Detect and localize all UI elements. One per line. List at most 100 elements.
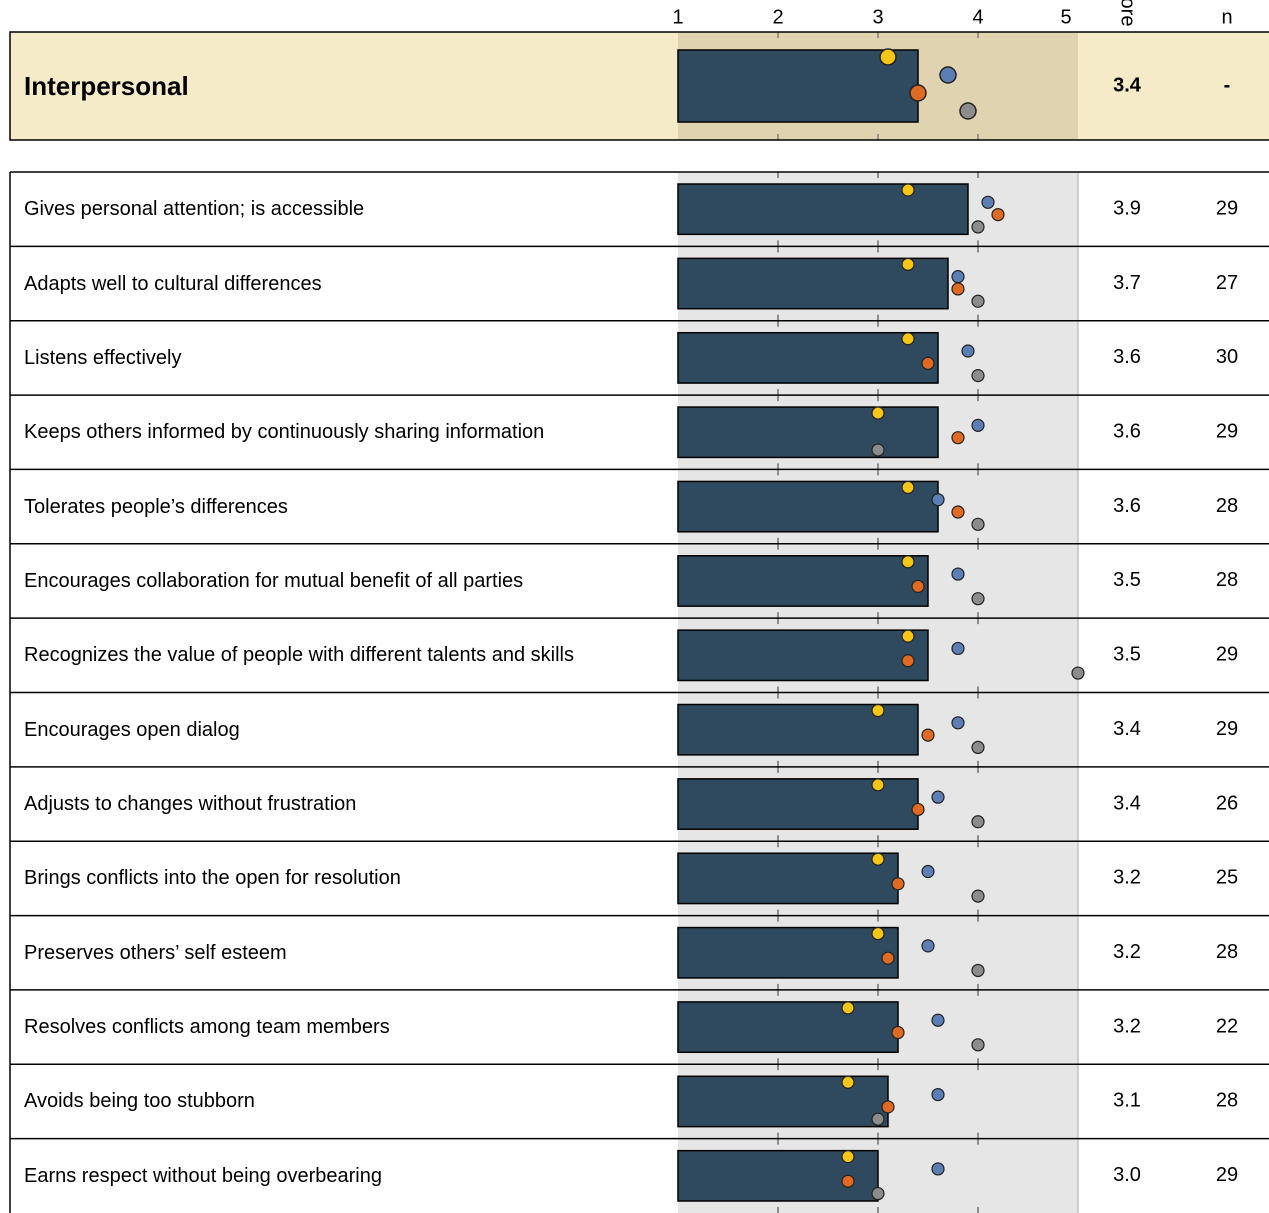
marker xyxy=(911,579,925,593)
n-value: 28 xyxy=(1216,941,1238,963)
row-label-box: Encourages collaboration for mutual bene… xyxy=(24,569,524,592)
marker xyxy=(971,815,985,829)
marker xyxy=(901,183,915,197)
score: 3.6 xyxy=(1113,346,1141,368)
row-label: Avoids being too stubborn xyxy=(24,1090,255,1113)
marker xyxy=(871,926,885,941)
n-value: 25 xyxy=(1216,867,1238,889)
row-label-box: Interpersonal xyxy=(24,73,189,99)
bar xyxy=(677,555,929,607)
n-value: 29 xyxy=(1216,421,1238,443)
marker xyxy=(901,654,915,668)
score: 3.1 xyxy=(1113,1090,1141,1112)
marker xyxy=(921,864,935,879)
marker xyxy=(971,963,985,978)
marker xyxy=(971,294,985,308)
bar xyxy=(677,183,969,236)
marker xyxy=(951,567,965,581)
marker xyxy=(971,592,985,606)
marker xyxy=(841,1174,855,1188)
row-label: Listens effectively xyxy=(24,346,182,369)
column-header: n xyxy=(1221,6,1232,28)
row-label-box: Adjusts to changes without frustration xyxy=(24,793,356,815)
marker xyxy=(901,629,915,643)
summary-bar xyxy=(677,49,919,123)
marker xyxy=(841,1150,855,1164)
bar xyxy=(677,852,899,905)
n-value: 26 xyxy=(1216,792,1238,814)
row-label: Gives personal attention; is accessible xyxy=(24,198,365,221)
marker xyxy=(971,1038,985,1052)
marker xyxy=(901,480,915,495)
score: 3.4 xyxy=(1113,792,1141,814)
bar xyxy=(677,926,899,979)
marker xyxy=(931,790,945,804)
summary-marker xyxy=(879,48,897,66)
marker xyxy=(871,443,885,457)
marker xyxy=(971,220,985,234)
score: 3.2 xyxy=(1113,941,1141,963)
n-value: 29 xyxy=(1216,1164,1238,1186)
x-tick-label: 4 xyxy=(972,6,983,28)
column-header: ore xyxy=(1117,0,1139,26)
marker xyxy=(971,740,985,755)
n-value: 30 xyxy=(1216,346,1238,368)
bar xyxy=(677,480,939,533)
row-label: Brings conflicts into the open for resol… xyxy=(24,867,401,890)
x-tick-label: 5 xyxy=(1060,6,1071,28)
row-label-box: Gives personal attention; is accessible xyxy=(24,198,365,221)
score: 3.6 xyxy=(1113,495,1141,517)
summary-marker xyxy=(959,102,977,120)
marker xyxy=(901,555,915,569)
x-tick-label: 1 xyxy=(672,6,683,28)
n-value: 28 xyxy=(1216,569,1238,591)
marker xyxy=(891,877,905,891)
row-label-box: Encourages open dialog xyxy=(24,718,240,741)
marker xyxy=(871,406,885,420)
score: 3.5 xyxy=(1113,644,1141,666)
marker xyxy=(871,1186,885,1201)
marker xyxy=(871,1112,885,1126)
row-label-box: Keeps others informed by continuously sh… xyxy=(24,421,545,444)
marker xyxy=(931,1162,945,1176)
row-label-box: Avoids being too stubborn xyxy=(24,1090,255,1113)
marker xyxy=(991,208,1005,222)
row-label-box: Listens effectively xyxy=(24,346,182,369)
marker xyxy=(841,1075,855,1089)
score: 3.9 xyxy=(1113,197,1141,219)
marker xyxy=(871,778,885,792)
marker xyxy=(951,505,965,519)
summary-label-bg xyxy=(10,32,678,140)
marker xyxy=(901,257,915,271)
marker xyxy=(981,195,995,209)
x-tick-label: 3 xyxy=(872,6,883,28)
marker xyxy=(951,431,965,445)
row-label: Encourages collaboration for mutual bene… xyxy=(24,569,524,592)
n-value: 29 xyxy=(1216,644,1238,666)
marker xyxy=(961,344,975,358)
row-label: Tolerates people’s differences xyxy=(24,495,288,518)
marker xyxy=(911,802,925,817)
score: 3.0 xyxy=(1113,1164,1141,1186)
row-label-box: Recognizes the value of people with diff… xyxy=(24,644,574,666)
score: 3.6 xyxy=(1113,421,1141,443)
row-label-box: Brings conflicts into the open for resol… xyxy=(24,867,401,890)
marker xyxy=(931,1013,945,1027)
n-value: 29 xyxy=(1216,718,1238,740)
marker xyxy=(921,939,935,953)
marker xyxy=(951,641,965,656)
marker xyxy=(971,369,985,383)
summary-score-bg xyxy=(1078,32,1269,140)
marker xyxy=(891,1025,905,1040)
summary-frame xyxy=(9,31,1269,141)
score: 3.4 xyxy=(1113,718,1141,740)
bar xyxy=(677,629,929,682)
marker xyxy=(951,282,965,296)
row-label: Keeps others informed by continuously sh… xyxy=(24,421,545,444)
row-label: Earns respect without being overbearing xyxy=(24,1164,382,1187)
row-label: Encourages open dialog xyxy=(24,718,240,741)
x-tick-label: 2 xyxy=(772,6,783,28)
summary-marker xyxy=(939,66,957,84)
